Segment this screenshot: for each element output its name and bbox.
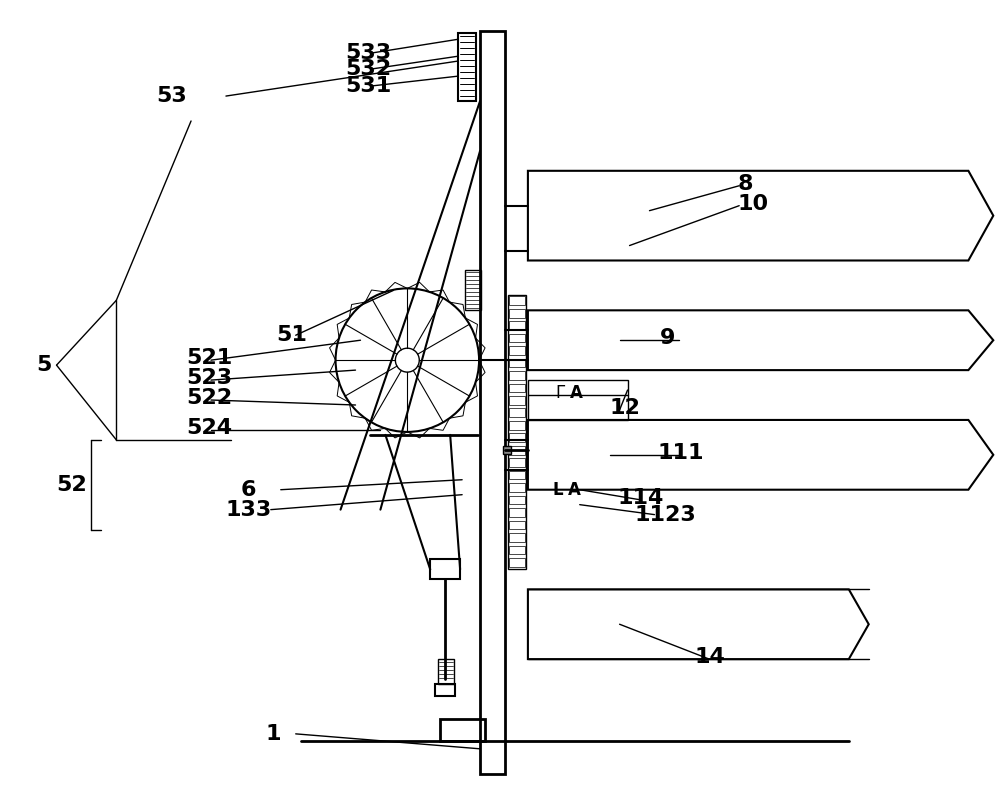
Text: $\Gamma$: $\Gamma$ <box>555 384 566 402</box>
Text: 521: 521 <box>186 348 232 368</box>
Text: 51: 51 <box>276 325 307 345</box>
Text: 531: 531 <box>346 76 392 96</box>
Bar <box>509 346 525 355</box>
Bar <box>503 446 511 454</box>
Bar <box>480 32 505 773</box>
Bar <box>458 33 476 101</box>
Bar <box>509 471 525 480</box>
Bar <box>509 296 525 305</box>
Bar <box>509 321 525 330</box>
Bar <box>509 496 525 504</box>
Text: 524: 524 <box>186 418 232 438</box>
Bar <box>509 533 525 542</box>
Text: 14: 14 <box>694 647 725 667</box>
Text: 6: 6 <box>241 480 256 500</box>
Text: 1123: 1123 <box>635 505 696 524</box>
Text: 5: 5 <box>37 355 52 375</box>
Bar <box>440 719 485 741</box>
Bar <box>528 380 628 420</box>
Text: 532: 532 <box>346 59 392 79</box>
Bar <box>509 545 525 554</box>
Text: 8: 8 <box>737 174 753 194</box>
Bar <box>465 270 481 311</box>
Bar <box>509 383 525 392</box>
Text: A: A <box>568 481 581 498</box>
Bar <box>509 358 525 367</box>
Bar <box>509 459 525 467</box>
Text: 53: 53 <box>156 86 187 106</box>
Bar <box>509 446 525 455</box>
Text: 52: 52 <box>57 475 87 495</box>
Text: A: A <box>570 384 583 402</box>
Bar <box>509 521 525 529</box>
Text: 9: 9 <box>659 328 675 348</box>
Text: 114: 114 <box>618 488 664 508</box>
Bar <box>509 508 525 517</box>
Bar <box>508 295 526 570</box>
Text: 111: 111 <box>657 443 704 463</box>
Text: 12: 12 <box>610 398 640 418</box>
Bar <box>509 558 525 566</box>
Bar <box>509 409 525 417</box>
Text: 533: 533 <box>346 43 392 63</box>
Bar <box>509 483 525 492</box>
Bar <box>430 560 460 579</box>
Text: 10: 10 <box>737 193 768 214</box>
Bar <box>435 684 455 696</box>
Bar <box>509 396 525 404</box>
Text: L: L <box>553 481 563 498</box>
Bar <box>509 309 525 318</box>
Bar <box>509 421 525 430</box>
Text: 522: 522 <box>186 388 232 408</box>
Bar <box>509 434 525 443</box>
Text: 133: 133 <box>226 500 272 519</box>
Bar <box>509 334 525 342</box>
Bar <box>438 659 454 684</box>
Text: 523: 523 <box>186 368 232 388</box>
Text: 1: 1 <box>266 724 281 743</box>
Bar <box>509 371 525 380</box>
